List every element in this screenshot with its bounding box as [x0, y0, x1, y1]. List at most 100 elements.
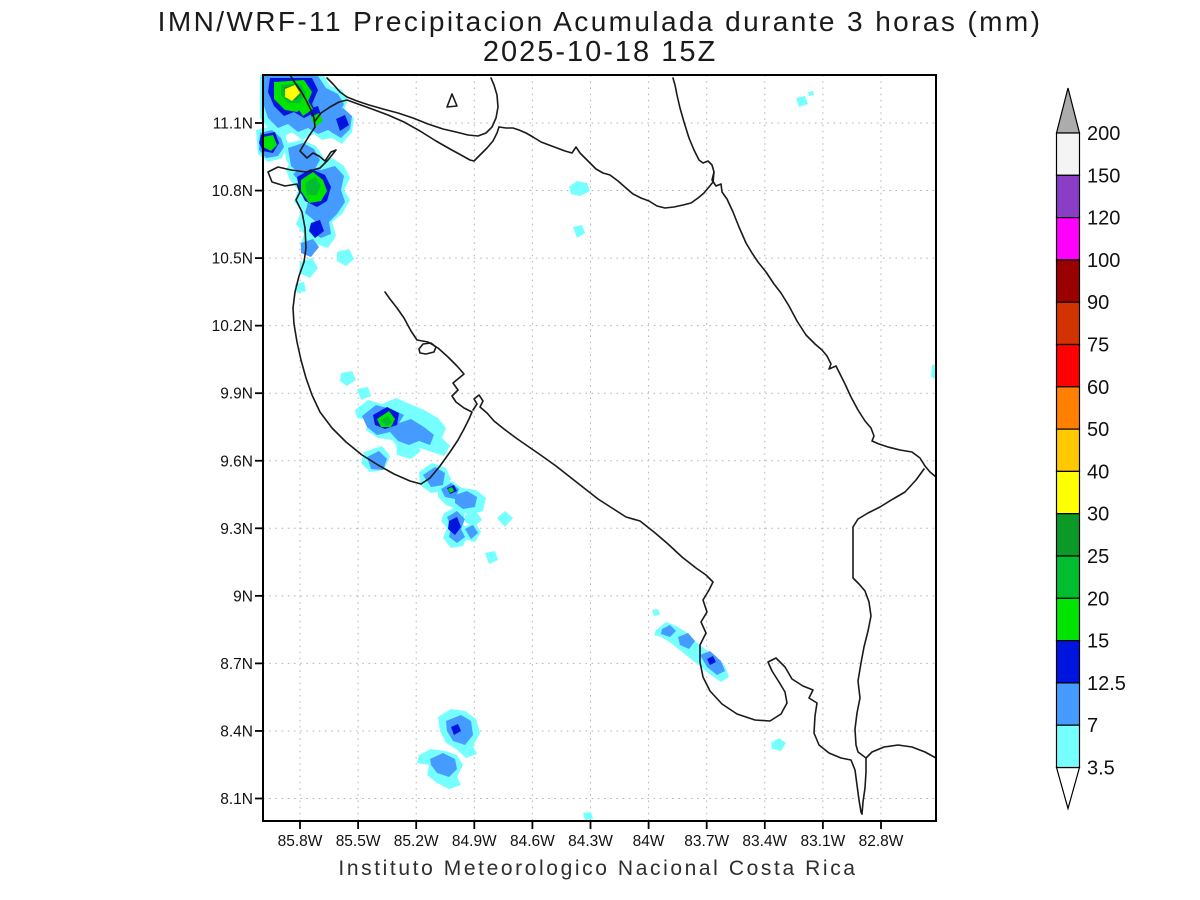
- map-frame-layer: [262, 74, 937, 822]
- coastline-path: [672, 77, 937, 478]
- colorbar-cell: [1055, 174, 1081, 219]
- lon-tick-label: 83.7W: [684, 833, 729, 850]
- colorbar-cell: [1055, 639, 1081, 684]
- colorbar-label: 50: [1087, 419, 1109, 441]
- lon-tick-label: 85.2W: [394, 833, 439, 850]
- precip-contour-b7: [678, 633, 695, 649]
- lon-tick-label: 84.6W: [510, 833, 555, 850]
- colorbar-label: 20: [1087, 588, 1109, 610]
- precip-contour-d125: [336, 115, 349, 131]
- lon-tick-label: 85.5W: [336, 833, 381, 850]
- precip-contour-c35: [808, 91, 814, 96]
- colorbar-layer: 200 150 120 100 90 75 60 50 40 30 25 20 15 12.5 7 3.5: [1055, 87, 1126, 811]
- precip-contour-b7: [423, 467, 445, 487]
- colorbar-label: 150: [1087, 165, 1120, 187]
- precip-contour-b7: [661, 625, 676, 637]
- lon-tick-label: 84.9W: [452, 833, 497, 850]
- precip-contour-b7: [430, 753, 457, 777]
- lon-tick-label: 82.8W: [859, 833, 904, 850]
- colorbar-label: 15: [1087, 631, 1109, 653]
- colorbar-cell: [1055, 470, 1081, 515]
- precip-contour-y30: [285, 85, 300, 101]
- colorbar-label: 60: [1087, 377, 1109, 399]
- colorbar-cell: [1055, 259, 1081, 303]
- colorbar-cell: [1055, 597, 1081, 642]
- precip-contour-g15: [448, 487, 454, 493]
- colorbar-cell: [1055, 428, 1081, 473]
- lon-tick-label: 85.8W: [278, 833, 323, 850]
- colorbar-cell: [1055, 513, 1081, 557]
- lon-tick-label: 83.1W: [800, 833, 845, 850]
- colorbar-label: 30: [1087, 504, 1109, 526]
- colorbar-label: 3.5: [1087, 758, 1115, 780]
- colorbar-cell: [1055, 343, 1081, 388]
- precip-contour-g15: [263, 135, 277, 151]
- precip-contour-c35: [396, 441, 421, 459]
- precip-contour-d125: [707, 656, 716, 665]
- axis-labels-layer: 85.8W 85.5W 85.2W 84.9W 84.6W 84.3W 84W 83.7W 83…: [212, 116, 904, 851]
- lon-tick-label: 83.4W: [742, 833, 787, 850]
- coastline-path: [446, 93, 458, 108]
- colorbar-label: 120: [1087, 208, 1120, 230]
- precip-contour-c35: [340, 371, 356, 386]
- lat-tick-label: 10.8N: [212, 183, 253, 200]
- colorbar-label: 200: [1087, 123, 1120, 145]
- colorbar-label: 75: [1087, 335, 1109, 357]
- colorbar-cell: [1055, 682, 1081, 726]
- lat-tick-label: 8.4N: [220, 723, 253, 740]
- lat-tick-label: 9N: [233, 588, 253, 605]
- lat-tick-label: 9.3N: [220, 521, 253, 538]
- colorbar-cell: [1055, 724, 1081, 769]
- precip-contour-c35: [573, 225, 585, 238]
- coastline-path: [267, 74, 473, 485]
- precip-contour-g20: [380, 416, 392, 426]
- lat-tick-label: 10.2N: [212, 318, 253, 335]
- precip-contour-g20: [305, 177, 321, 195]
- colorbar-label: 25: [1087, 546, 1109, 568]
- map-frame: [262, 74, 937, 822]
- coastline-layer: [267, 74, 937, 815]
- coastline-path: [418, 342, 437, 355]
- lat-tick-label: 10.5N: [212, 251, 253, 268]
- precip-contour-c35: [583, 812, 593, 820]
- lat-tick-label: 8.1N: [220, 791, 253, 808]
- precip-contour-c35: [465, 511, 482, 527]
- colorbar-label: 7: [1087, 715, 1098, 737]
- colorbar-cell: [1055, 132, 1081, 176]
- coastline-path: [472, 394, 863, 815]
- coastline-path: [314, 99, 500, 162]
- colorbar-label: 40: [1087, 461, 1109, 483]
- chart-title: IMN/WRF-11 Precipitacion Acumulada duran…: [158, 6, 1043, 37]
- precip-contour-c35: [295, 282, 306, 293]
- precip-contour-d125: [448, 517, 461, 535]
- colorbar-label: 90: [1087, 292, 1109, 314]
- lat-tick-label: 11.1N: [213, 116, 253, 133]
- precip-contour-c35: [652, 609, 660, 616]
- coastline-path: [865, 744, 937, 759]
- colorbar-label: 100: [1087, 250, 1120, 272]
- precip-contour-b7: [455, 491, 477, 509]
- coastline-path: [498, 126, 715, 209]
- colorbar-cell: [1055, 555, 1081, 599]
- lon-tick-label: 84W: [633, 833, 665, 850]
- precip-contour-d125: [451, 724, 461, 735]
- lat-tick-label: 9.6N: [220, 453, 253, 470]
- footer-credit: Instituto Meteorologico Nacional Costa R…: [338, 857, 857, 880]
- colorbar-arrow-under: [1055, 766, 1081, 811]
- precip-contour-b7: [367, 451, 387, 470]
- lat-tick-label: 9.9N: [220, 386, 253, 403]
- colorbar-label: 12.5: [1087, 673, 1126, 695]
- lat-tick-label: 8.7N: [220, 656, 253, 673]
- gridlines-layer: [263, 75, 936, 821]
- lon-tick-label: 84.3W: [568, 833, 613, 850]
- precip-contour-c35: [931, 365, 936, 379]
- precip-contour-b7: [465, 525, 478, 539]
- coastline-path: [326, 77, 499, 137]
- precip-contour-c35: [569, 181, 590, 196]
- colorbar-cell: [1055, 217, 1081, 261]
- colorbar-cell: [1055, 386, 1081, 430]
- precip-contour-c35: [796, 96, 808, 107]
- precip-contour-c35: [497, 511, 513, 527]
